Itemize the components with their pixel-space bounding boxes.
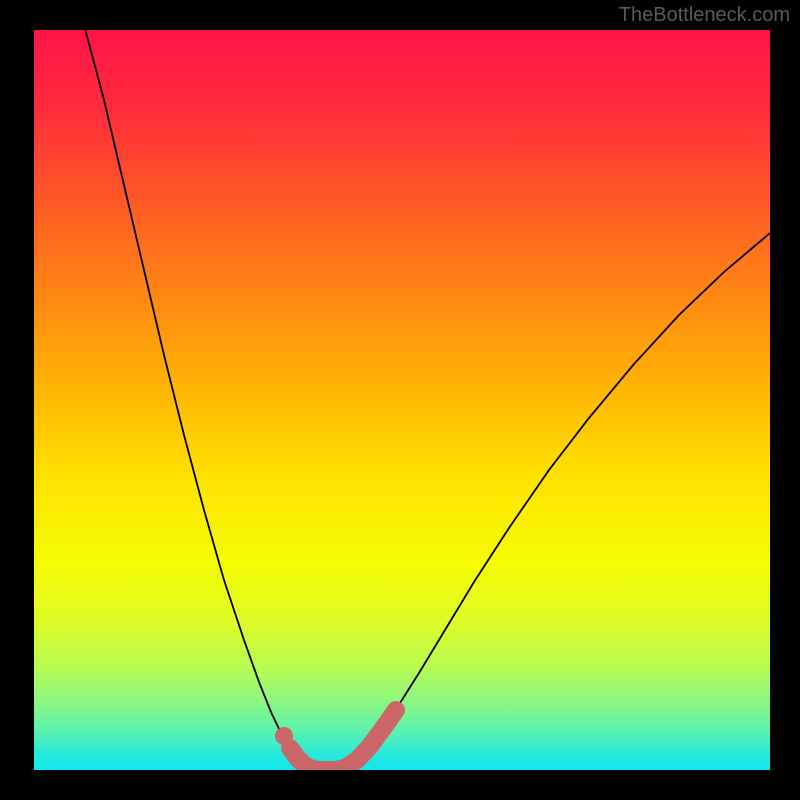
bottleneck-curve-chart	[34, 30, 770, 770]
chart-plot-area	[34, 30, 770, 770]
gradient-background	[34, 30, 770, 770]
attribution-text: TheBottleneck.com	[619, 4, 790, 27]
